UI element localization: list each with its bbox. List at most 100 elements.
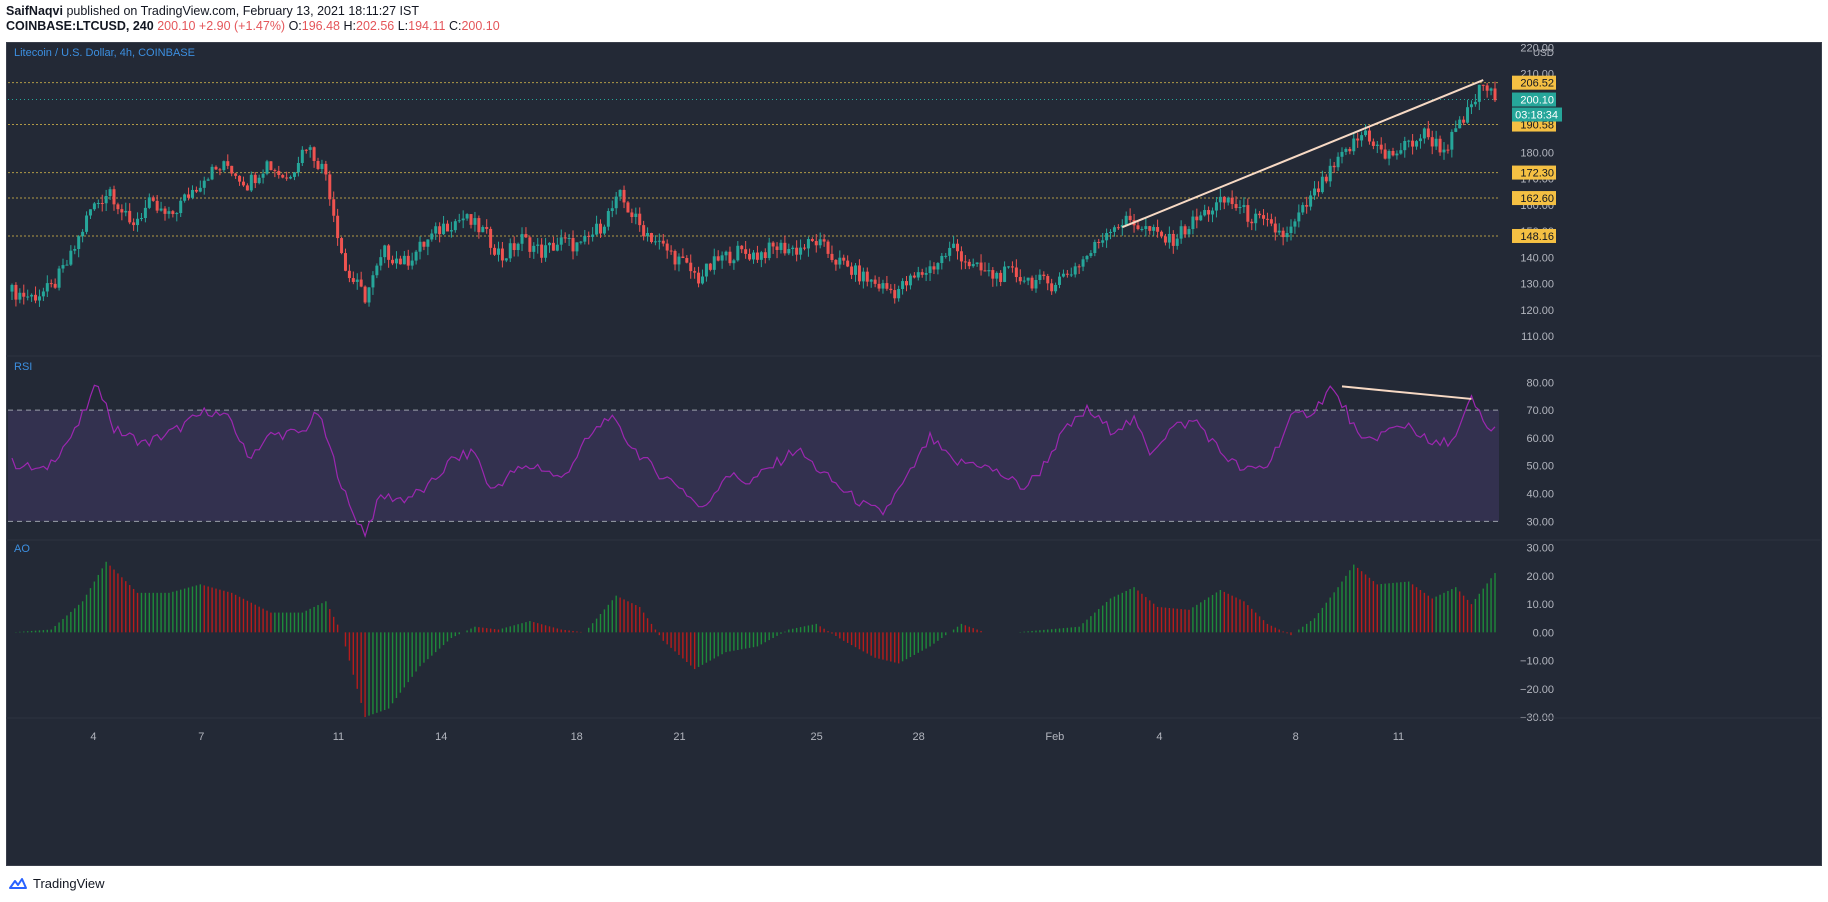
candle-body [567,237,571,239]
candle-body [1450,131,1454,150]
candle-body [1360,135,1364,141]
candle-body [171,211,175,215]
high-label: H: [343,19,357,33]
candle-body [673,251,677,265]
candle-body [88,209,92,216]
candle-body [1313,188,1317,196]
candle-body [575,242,579,252]
publisher-name[interactable]: SaifNaqvi [6,4,63,18]
tradingview-brand: TradingView [33,876,105,891]
candle-body [179,200,183,214]
candle-body [1061,273,1065,277]
candle-body [1415,141,1419,147]
candle-body [1046,276,1050,284]
candle-body [791,247,795,250]
candle-body [877,283,881,289]
candle-body [355,279,359,282]
price-level-badge-bg [1512,191,1556,206]
candle-body [147,197,151,208]
candle-body [822,239,826,242]
candle-body [971,264,975,267]
candle-body [626,202,630,213]
candle-body [1364,130,1368,136]
candle-body [453,221,457,231]
low-value: 194.11 [408,19,446,33]
candle-body [1018,277,1022,282]
candle-body [685,258,689,263]
candle-body [803,247,807,249]
candle-body [634,213,638,217]
candle-body [1218,196,1222,203]
candle-body [869,279,873,282]
ao-y-tick: −20.00 [1520,684,1554,696]
candle-body [771,242,775,247]
candle-body [912,275,916,278]
candle-body [77,236,81,250]
candle-body [438,226,442,235]
candle-body [1234,204,1238,209]
candle-body [367,287,371,303]
tradingview-logo[interactable]: TradingView [8,876,105,891]
ao-y-tick: −10.00 [1520,656,1554,668]
candle-body [991,270,995,279]
candle-body [1065,273,1069,275]
candle-body [414,251,418,261]
ao-y-tick: 30.00 [1526,543,1554,555]
candle-body [241,181,245,186]
candle-body [959,251,963,262]
candle-body [598,223,602,234]
candle-body [983,270,987,272]
candle-body [1211,210,1215,215]
candle-body [1030,277,1034,289]
candle-body [618,189,622,197]
candle-body [995,272,999,279]
candle-body [1238,207,1242,209]
x-axis-label: Feb [1045,731,1064,743]
candle-body [975,262,979,265]
price-level-badge: 172.30 [1520,168,1554,180]
candle-body [1254,213,1258,224]
candle-body [92,203,96,210]
candle-body [489,228,493,248]
candle-body [473,218,477,225]
candle-body [500,248,504,261]
candle-body [512,243,516,251]
candle-body [96,203,100,205]
candle-body [410,260,414,266]
candle-body [1328,165,1332,182]
candle-body [524,234,528,238]
candle-body [1207,210,1211,215]
candle-body [814,241,818,246]
chart-canvas[interactable]: Litecoin / U.S. Dollar, 4h, COINBASE USD 1… [6,42,1822,866]
candle-body [136,218,140,226]
candle-body [1093,241,1097,254]
rsi-y-tick: 30.00 [1526,516,1554,528]
price-y-tick: 110.00 [1521,331,1554,343]
candle-body [1262,215,1266,219]
rsi-pane-title: RSI [14,361,32,373]
candle-body [371,275,375,288]
candle-body [1473,101,1477,105]
published-text: published on TradingView.com, February 1… [66,4,419,18]
candle-body [375,265,379,276]
candle-body [49,283,53,285]
rsi-line [11,384,1496,538]
candle-body [752,252,755,260]
symbol-text: COINBASE:LTCUSD, 240 [6,19,154,33]
ao-y-tick: 10.00 [1526,599,1554,611]
candle-body [681,256,685,259]
candle-body [916,272,920,278]
candle-body [332,199,336,216]
x-axis-label: 4 [1156,731,1162,743]
candle-body [865,271,869,282]
candle-body [14,284,18,300]
x-axis-label: 7 [198,731,204,743]
candle-body [1183,226,1187,235]
candle-body [449,230,453,232]
candle-body [920,272,924,275]
price-y-tick: 120.00 [1520,305,1554,317]
candle-body [810,239,814,242]
price-level-badge: 190.58 [1520,120,1554,132]
candle-body [630,212,634,217]
candle-body [37,296,41,301]
